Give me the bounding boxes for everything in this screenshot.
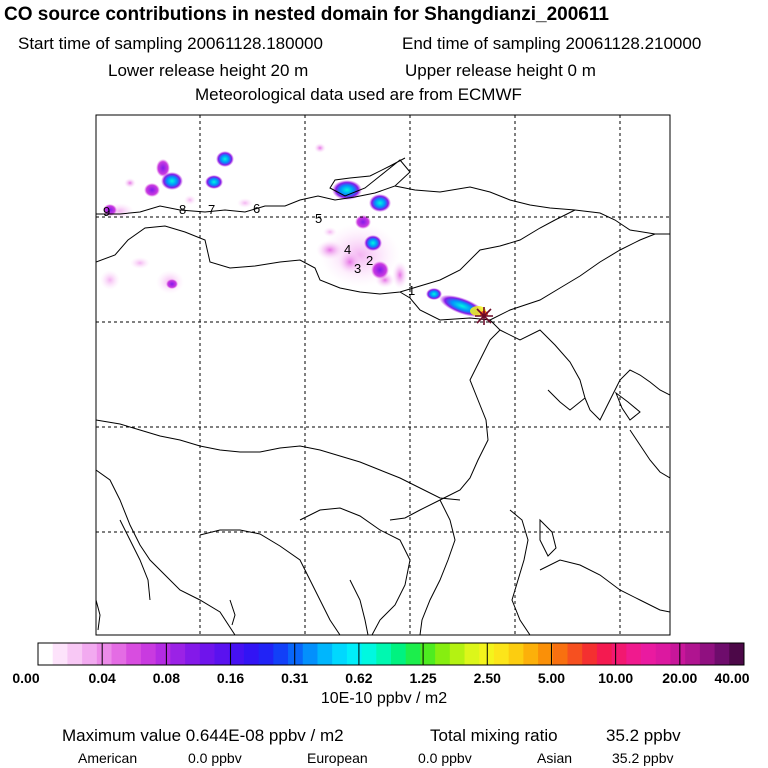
- cluster-label-3: 3: [354, 261, 361, 276]
- colorbar-swatch: [273, 643, 289, 665]
- colorbar-swatch: [155, 643, 171, 665]
- map-frame: [95, 114, 671, 636]
- colorbar-unit: 10E-10 ppbv / m2: [320, 690, 448, 707]
- colorbar-swatch: [346, 643, 362, 665]
- lat-lon-grid: [96, 115, 670, 635]
- colorbar-swatch: [655, 643, 671, 665]
- colorbar-tick-label: 1.25: [409, 670, 437, 686]
- lower-release-height: Lower release height 20 m: [108, 61, 309, 80]
- colorbar-swatch: [611, 643, 627, 665]
- end-time: End time of sampling 20061128.210000: [402, 34, 702, 53]
- star-marker-icon: [475, 307, 493, 325]
- colorbar: [38, 643, 745, 665]
- colorbar-tick-label: 0.08: [152, 670, 180, 686]
- colorbar-swatch: [214, 643, 230, 665]
- colorbar-swatch: [258, 643, 274, 665]
- colorbar-swatch: [582, 643, 598, 665]
- colorbar-tick-label: 0.31: [281, 670, 309, 686]
- colorbar-tick-label: 5.00: [537, 670, 566, 686]
- colorbar-swatch: [685, 643, 701, 665]
- colorbar-swatch: [67, 643, 83, 665]
- colorbar-tick-label: 40.00: [714, 670, 750, 686]
- colorbar-swatch: [199, 643, 215, 665]
- met-data-source: Meteorological data used are from ECMWF: [195, 85, 522, 104]
- colorbar-swatch: [449, 643, 465, 665]
- cluster-label-9: 9: [103, 204, 110, 219]
- region-asian-name: Asian: [537, 750, 573, 766]
- colorbar-swatch: [229, 643, 245, 665]
- colorbar-tick-label: 0.62: [345, 670, 373, 686]
- cluster-label-4: 4: [344, 242, 351, 257]
- colorbar-swatch: [729, 643, 745, 665]
- cluster-label-8: 8: [179, 202, 186, 217]
- colorbar-swatch: [243, 643, 260, 665]
- colorbar-swatch: [567, 643, 583, 665]
- cluster-label-1: 1: [408, 283, 415, 298]
- colorbar-swatch: [140, 643, 157, 665]
- cluster-label-6: 6: [253, 201, 260, 216]
- colorbar-frame: [37, 642, 745, 666]
- plume-field: [100, 143, 488, 318]
- region-american-value: 0.0 ppbv: [188, 750, 242, 766]
- colorbar-swatch: [82, 643, 98, 665]
- colorbar-tick-label: 0.00: [12, 670, 40, 686]
- colorbar-swatch: [405, 643, 421, 665]
- cluster-label-5: 5: [315, 211, 322, 226]
- colorbar-swatch: [126, 643, 142, 665]
- colorbar-swatch: [493, 643, 510, 665]
- colorbar-swatch: [464, 643, 480, 665]
- colorbar-swatch: [420, 643, 436, 665]
- colorbar-tick-label: 0.04: [88, 670, 116, 686]
- colorbar-swatch: [670, 643, 686, 665]
- colorbar-swatch: [641, 643, 657, 665]
- colorbar-tick-label: 10.00: [598, 670, 634, 686]
- colorbar-swatch: [317, 643, 333, 665]
- region-european-value: 0.0 ppbv: [418, 750, 472, 766]
- colorbar-swatch: [302, 643, 318, 665]
- coastlines: [96, 157, 670, 635]
- colorbar-tick-label: 0.16: [216, 670, 245, 686]
- colorbar-swatch: [332, 643, 348, 665]
- colorbar-swatch: [596, 643, 613, 665]
- cluster-label-2: 2: [366, 253, 373, 268]
- colorbar-swatch: [185, 643, 201, 665]
- cluster-label-7: 7: [208, 202, 215, 217]
- upper-release-height: Upper release height 0 m: [405, 61, 596, 80]
- colorbar-swatch: [435, 643, 451, 665]
- cluster-labels: 1 2 3 4 5 6 7 8 9: [103, 201, 415, 298]
- colorbar-swatch: [508, 643, 524, 665]
- region-european-name: European: [307, 750, 368, 766]
- colorbar-swatch: [538, 643, 554, 665]
- total-mixing-label: Total mixing ratio: [430, 726, 558, 745]
- colorbar-swatch: [523, 643, 539, 665]
- colorbar-swatch: [96, 643, 112, 665]
- start-time: Start time of sampling 20061128.180000: [18, 34, 323, 53]
- total-mixing-value: 35.2 ppbv: [606, 726, 681, 745]
- colorbar-swatch: [38, 643, 54, 665]
- colorbar-swatch: [111, 643, 127, 665]
- colorbar-swatch: [391, 643, 407, 665]
- map-title: CO source contributions in nested domain…: [4, 4, 609, 25]
- colorbar-swatch: [376, 643, 392, 665]
- colorbar-tick-label: 2.50: [473, 670, 501, 686]
- region-asian-value: 35.2 ppbv: [612, 750, 674, 766]
- colorbar-swatch: [288, 643, 304, 665]
- colorbar-tick-label: 20.00: [662, 670, 698, 686]
- max-value: Maximum value 0.644E-08 ppbv / m2: [62, 726, 344, 745]
- colorbar-swatch: [699, 643, 715, 665]
- colorbar-swatch: [552, 643, 568, 665]
- colorbar-swatch: [52, 643, 68, 665]
- colorbar-swatch: [626, 643, 642, 665]
- region-american-name: American: [78, 750, 138, 766]
- colorbar-swatch: [714, 643, 730, 665]
- colorbar-swatch: [361, 643, 377, 665]
- colorbar-swatch: [170, 643, 186, 665]
